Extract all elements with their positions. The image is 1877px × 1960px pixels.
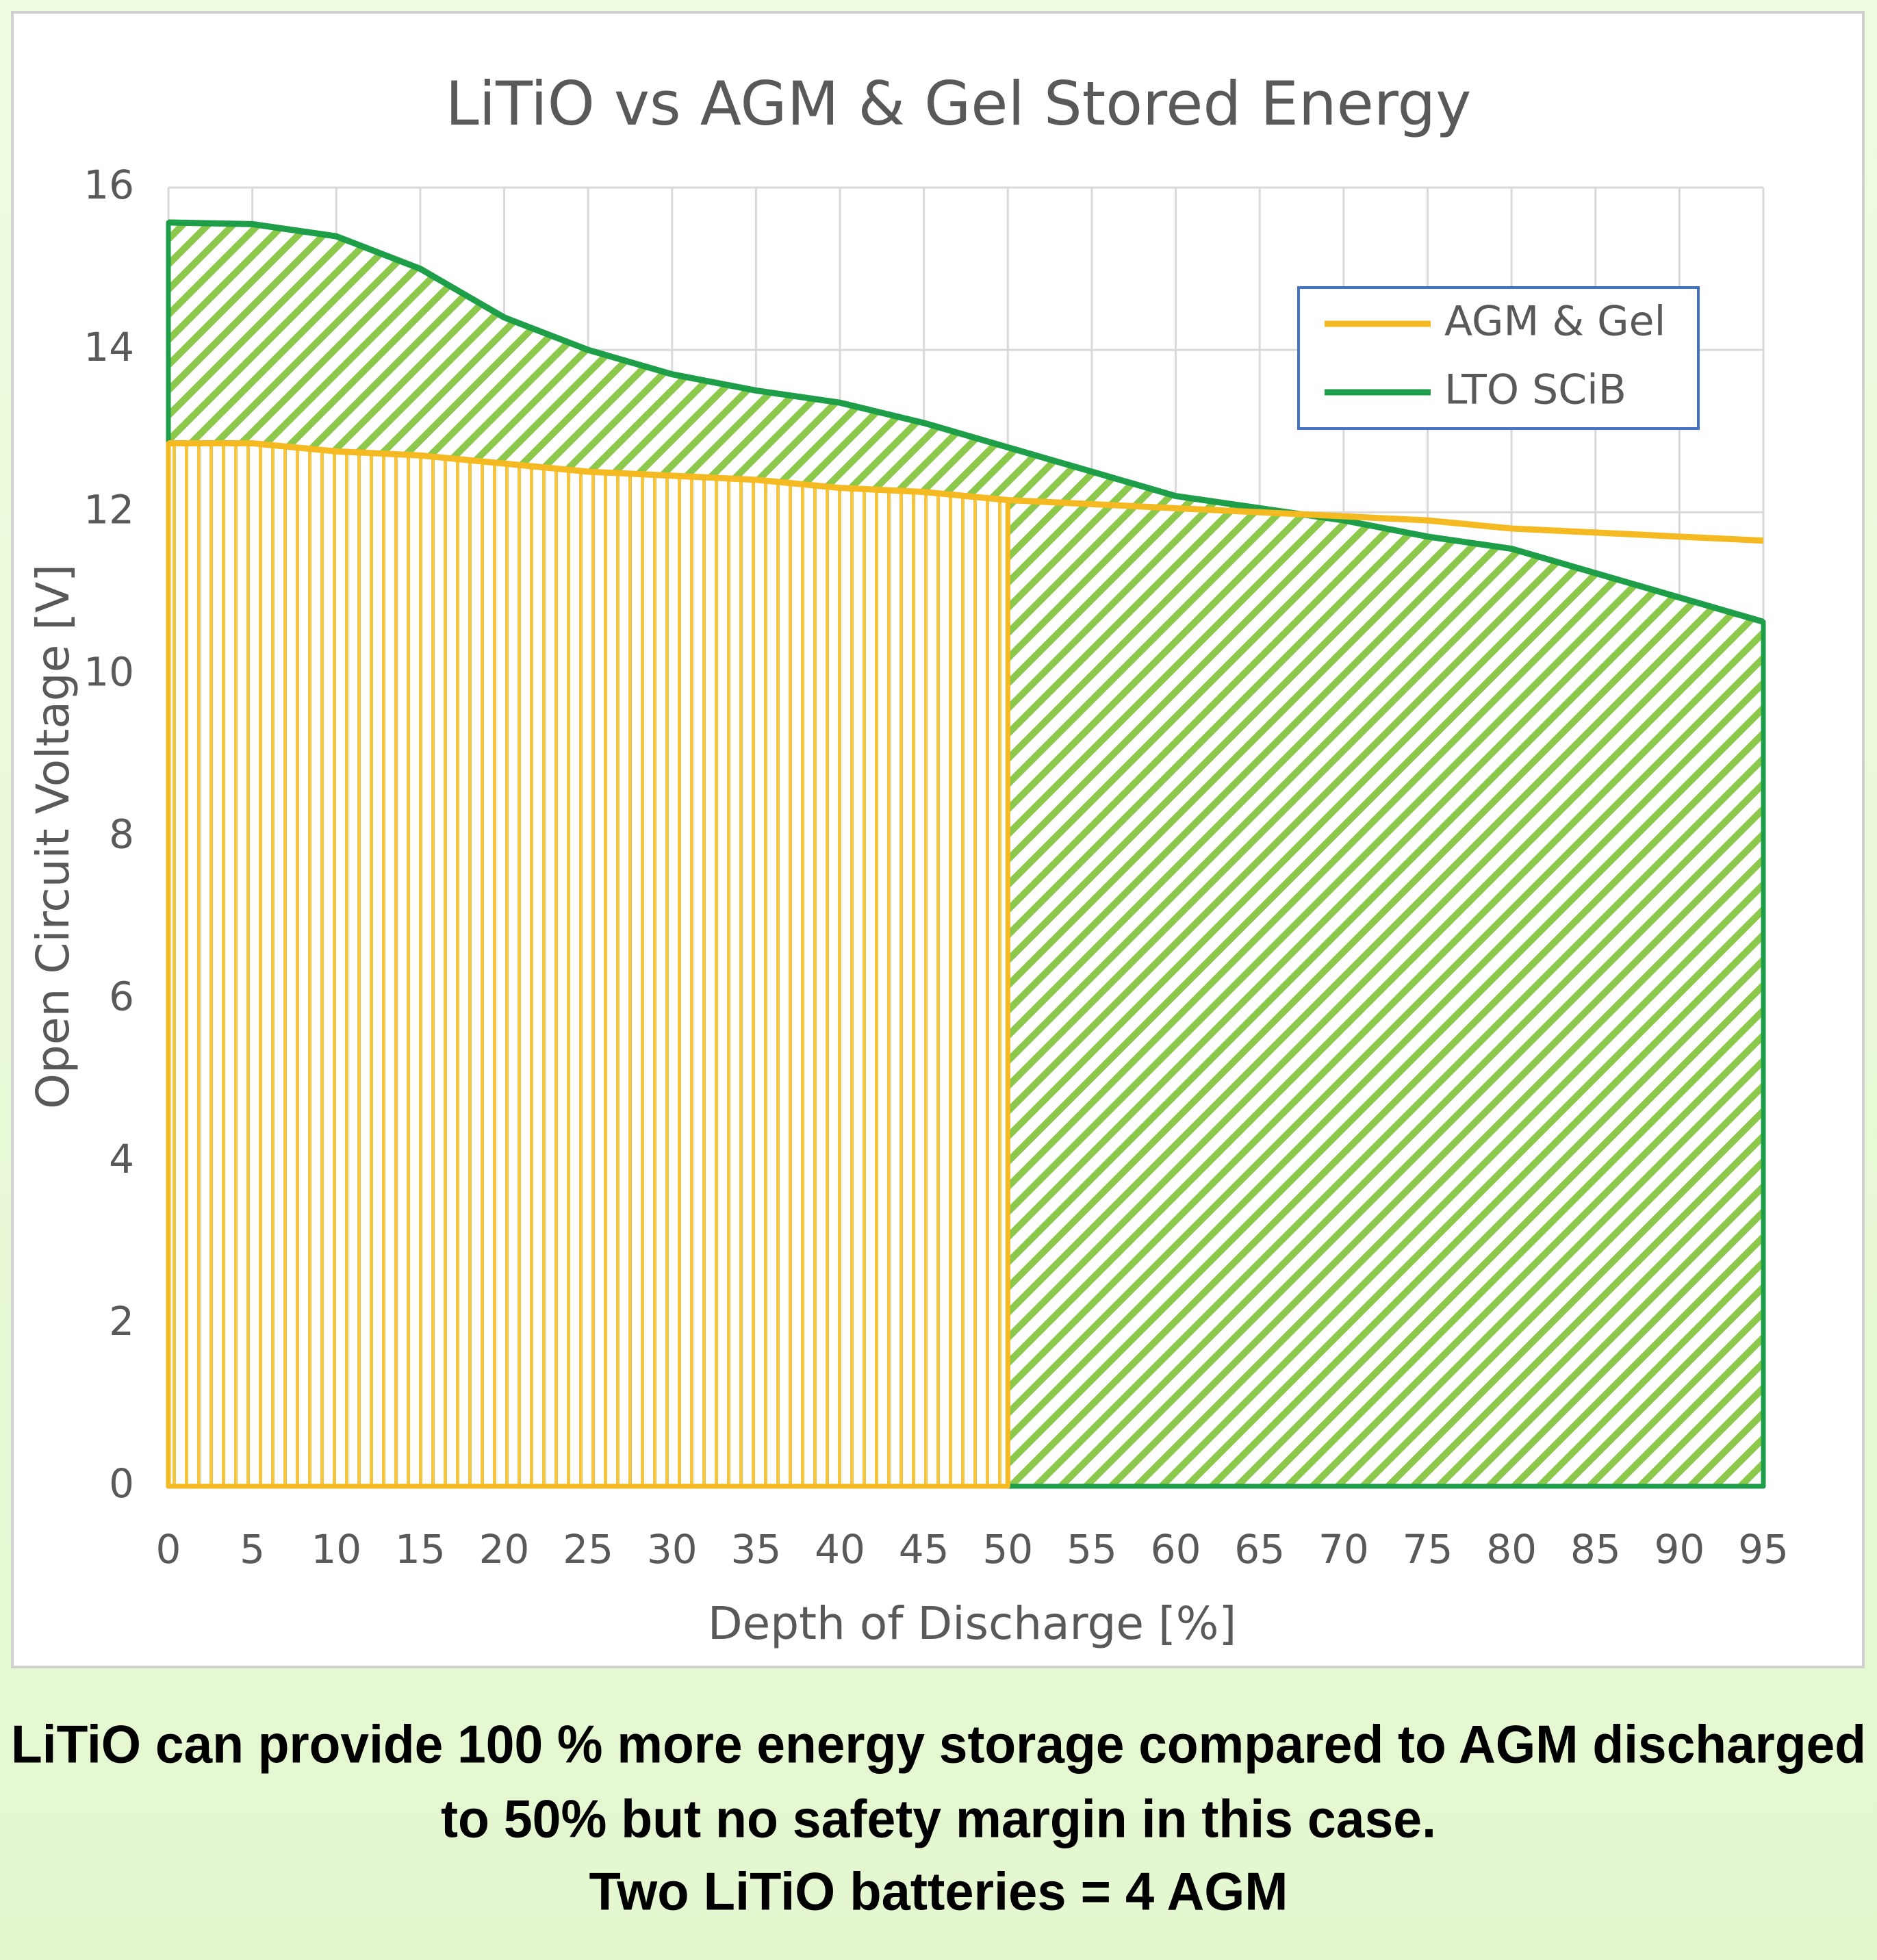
x-tick-label: 20: [479, 1526, 530, 1573]
y-tick-label: 16: [84, 162, 134, 208]
legend-label: AGM & Gel: [1444, 298, 1665, 346]
x-tick-label: 70: [1318, 1526, 1369, 1573]
x-tick-label: 55: [1067, 1526, 1117, 1573]
area-fill: [166, 440, 1010, 1489]
x-tick-label: 35: [731, 1526, 782, 1573]
chart-title: LiTiO vs AGM & Gel Stored Energy: [446, 68, 1472, 139]
caption: LiTiO can provide 100 % more energy stor…: [11, 1714, 1866, 1922]
series-line: [168, 219, 1765, 625]
x-axis-title: Depth of Discharge [%]: [708, 1597, 1236, 1650]
x-tick-label: 85: [1570, 1526, 1621, 1573]
x-tick-label: 60: [1151, 1526, 1201, 1573]
x-tick-label: 10: [311, 1526, 361, 1573]
legend: AGM & Gel LTO SCiB: [1297, 286, 1700, 430]
x-tick-label: 0: [156, 1526, 181, 1573]
x-tick-label: 50: [982, 1526, 1033, 1573]
y-tick-label: 12: [84, 486, 134, 533]
x-tick-label: 65: [1234, 1526, 1285, 1573]
legend-label: LTO SCiB: [1444, 366, 1626, 414]
y-tick-label: 4: [109, 1136, 134, 1182]
y-tick-label: 14: [84, 324, 134, 370]
caption-line: LiTiO can provide 100 % more energy stor…: [11, 1714, 1866, 1774]
x-tick-label: 5: [240, 1526, 265, 1573]
y-tick-label: 8: [109, 811, 134, 858]
y-axis-title: Open Circuit Voltage [V]: [27, 564, 79, 1109]
x-tick-label: 90: [1654, 1526, 1704, 1573]
y-tick-label: 2: [109, 1298, 134, 1345]
series-line: [168, 440, 1764, 544]
plot-area: 0 2 4 6 8 10 12 14 16 0 5 10 15 20 25 30 35 40 45 50 55 60 65 7…: [84, 162, 1789, 1573]
x-tick-label: 75: [1403, 1526, 1453, 1573]
y-tick-label: 0: [109, 1460, 134, 1507]
x-tick-label: 30: [647, 1526, 698, 1573]
legend-box: [1297, 286, 1700, 430]
x-tick-label: 80: [1486, 1526, 1537, 1573]
y-tick-label: 6: [109, 973, 134, 1020]
y-tick-label: 10: [84, 648, 134, 695]
x-tick-label: 95: [1738, 1526, 1789, 1573]
x-tick-label: 15: [395, 1526, 446, 1573]
x-tick-label: 25: [563, 1526, 613, 1573]
x-tick-label: 45: [899, 1526, 949, 1573]
x-tick-label: 40: [815, 1526, 865, 1573]
caption-line: to 50% but no safety margin in this case…: [441, 1789, 1436, 1849]
caption-line: Two LiTiO batteries = 4 AGM: [589, 1861, 1288, 1922]
